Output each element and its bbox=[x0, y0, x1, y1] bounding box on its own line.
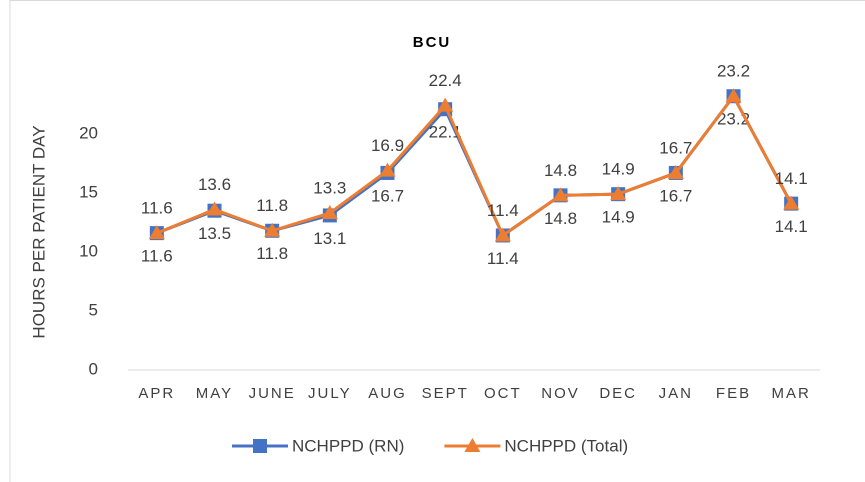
data-label: 16.9 bbox=[371, 136, 404, 155]
data-label: 14.9 bbox=[602, 160, 635, 179]
marker bbox=[464, 438, 481, 452]
x-tick-label: MAY bbox=[196, 385, 233, 402]
data-label: 23.2 bbox=[717, 62, 750, 81]
x-tick-label: AUG bbox=[368, 385, 407, 402]
data-label: 11.8 bbox=[256, 244, 288, 263]
data-label: 13.1 bbox=[313, 229, 346, 248]
series-line bbox=[156, 93, 793, 238]
data-label: 11.4 bbox=[487, 249, 519, 268]
marker bbox=[321, 205, 338, 220]
y-tick-label: 5 bbox=[89, 300, 98, 319]
x-tick-label: JULY bbox=[308, 385, 352, 402]
data-label: 14.9 bbox=[602, 208, 635, 227]
data-label: 16.7 bbox=[659, 186, 692, 205]
marker bbox=[783, 195, 800, 210]
y-tick-label: 0 bbox=[89, 359, 98, 378]
marker bbox=[379, 162, 396, 177]
y-tick-label: 10 bbox=[79, 241, 98, 260]
x-tick-label: JAN bbox=[659, 385, 693, 402]
x-tick-label: SEPT bbox=[422, 385, 469, 402]
data-label: 14.8 bbox=[544, 161, 577, 180]
data-label: 11.6 bbox=[141, 199, 173, 218]
data-label: 11.8 bbox=[256, 196, 288, 215]
x-tick-label: OCT bbox=[484, 385, 522, 402]
marker bbox=[667, 164, 684, 179]
legend-label: NCHPPD (Total) bbox=[504, 436, 628, 455]
data-label: 11.6 bbox=[141, 247, 173, 266]
marker bbox=[253, 439, 267, 453]
data-label: 16.7 bbox=[371, 186, 404, 205]
y-axis-label: HOURS PER PATIENT DAY bbox=[29, 125, 48, 338]
x-tick-label: NOV bbox=[541, 385, 580, 402]
data-label: 11.4 bbox=[487, 201, 519, 220]
chart-frame bbox=[9, 0, 865, 482]
data-label: 14.1 bbox=[775, 217, 808, 236]
x-tick-label: MAR bbox=[771, 385, 810, 402]
data-label: 22.4 bbox=[429, 71, 462, 90]
x-tick-label: FEB bbox=[716, 385, 751, 402]
data-label: 13.5 bbox=[198, 224, 231, 243]
marker bbox=[494, 227, 511, 242]
x-tick-label: APR bbox=[138, 385, 175, 402]
marker bbox=[264, 222, 281, 237]
data-label: 16.7 bbox=[659, 138, 692, 157]
marker bbox=[206, 201, 223, 216]
marker bbox=[552, 187, 569, 202]
legend-label: NCHPPD (RN) bbox=[292, 436, 404, 455]
x-tick-label: JUNE bbox=[249, 385, 296, 402]
data-label: 13.6 bbox=[198, 175, 231, 194]
chart-title: BCU bbox=[413, 34, 452, 51]
marker bbox=[148, 225, 165, 240]
x-tick-label: DEC bbox=[599, 385, 637, 402]
data-label: 13.3 bbox=[313, 179, 346, 198]
data-label: 14.1 bbox=[775, 169, 808, 188]
marker bbox=[725, 88, 742, 103]
y-tick-label: 20 bbox=[79, 123, 98, 142]
marker bbox=[437, 97, 454, 112]
y-tick-label: 15 bbox=[79, 182, 98, 201]
data-label: 14.8 bbox=[544, 209, 577, 228]
marker bbox=[610, 186, 627, 201]
